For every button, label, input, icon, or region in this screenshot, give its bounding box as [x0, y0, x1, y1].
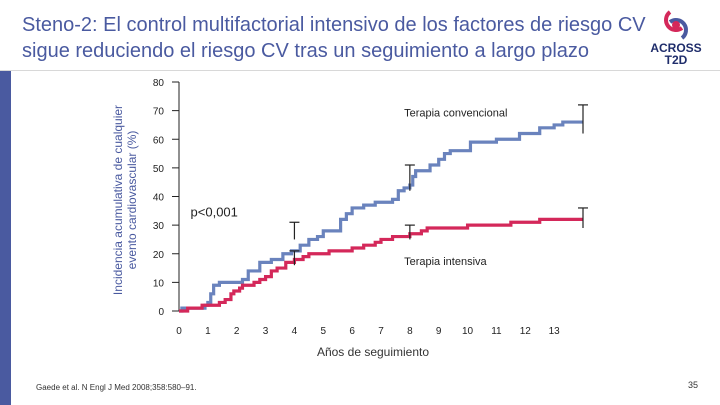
page-number: 35: [687, 380, 698, 390]
p-value-annotation: p<0,001: [191, 205, 238, 220]
y-tick-label-6: 60: [153, 135, 165, 146]
y-tick-label-3: 30: [153, 221, 165, 232]
citation: Gaede et al. N Engl J Med 2008;358:580–9…: [36, 383, 197, 392]
x-tick-label-12: 12: [520, 326, 532, 337]
series-label-1: Terapia intensiva: [404, 256, 487, 268]
y-axis-label-line1: Incidencia acumulativa de cualquier: [111, 105, 125, 295]
y-axis-label-line2: evento cardiovascular (%): [125, 131, 139, 270]
x-tick-label-2: 2: [234, 326, 240, 337]
labels-layer: Terapia convencional Terapia intensiva p<0…: [191, 107, 508, 268]
y-tick-label-0: 0: [158, 307, 164, 318]
x-tick-label-1: 1: [205, 326, 211, 337]
title-divider: [0, 70, 720, 71]
logo-mark-icon: [664, 10, 688, 40]
slide-title: Steno-2: El control multifactorial inten…: [22, 12, 646, 64]
x-tick-label-6: 6: [349, 326, 355, 337]
across-t2d-logo: ACROSS T2D: [648, 8, 704, 68]
x-tick-label-11: 11: [491, 326, 502, 337]
series-layer: [179, 104, 588, 313]
y-tick-label-4: 40: [153, 193, 165, 204]
series-line-0: [179, 120, 583, 313]
accent-side-bar: [0, 71, 11, 405]
y-tick-label-8: 80: [153, 78, 165, 89]
x-tick-label-10: 10: [462, 326, 474, 337]
x-tick-label-7: 7: [378, 326, 384, 337]
logo-text-t2d: T2D: [664, 53, 688, 67]
x-tick-label-8: 8: [407, 326, 413, 337]
x-tick-label-9: 9: [436, 326, 442, 337]
y-tick-label-7: 70: [153, 107, 165, 118]
title-line-1: Steno-2: El control multifactorial inten…: [22, 14, 646, 36]
series-line-1: [179, 217, 583, 313]
x-tick-label-0: 0: [176, 326, 182, 337]
x-tick-label-13: 13: [549, 326, 561, 337]
x-tick-label-5: 5: [321, 326, 327, 337]
y-tick-label-2: 20: [153, 250, 165, 261]
series-label-0: Terapia convencional: [404, 107, 507, 119]
x-tick-label-4: 4: [292, 326, 298, 337]
y-tick-label-5: 50: [153, 164, 165, 175]
logo-text-across: ACROSS: [650, 41, 702, 55]
x-tick-label-3: 3: [263, 326, 269, 337]
y-tick-label-1: 10: [153, 278, 165, 289]
title-line-2: sigue reduciendo el riesgo CV tras un se…: [22, 40, 590, 62]
x-axis-label: Años de seguimiento: [317, 345, 429, 359]
